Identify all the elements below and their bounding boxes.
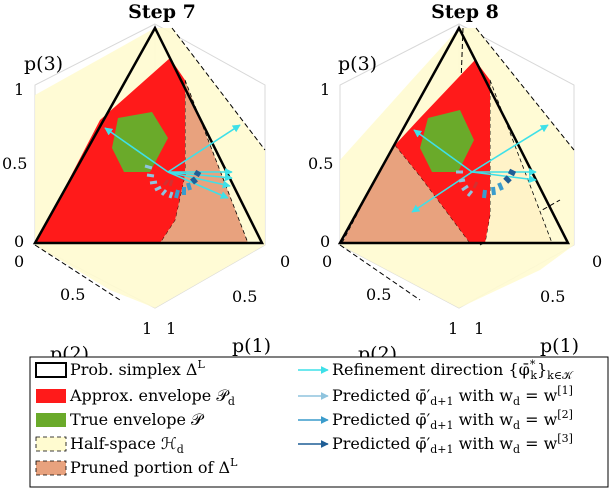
predicted-arrow <box>497 182 504 191</box>
refinement-arrow <box>167 124 241 173</box>
tick-p2: 0 <box>322 252 332 271</box>
tick-p1: 0.5 <box>232 287 257 306</box>
predicted-arrow <box>154 185 162 192</box>
tick-p1: 1 <box>474 319 484 338</box>
legend-item-pred3: Predicted φ̄′d+1 with wd = w[3] <box>332 432 573 456</box>
half-space-boundary <box>479 199 561 246</box>
predicted-arrow <box>458 178 466 183</box>
predicted-arrow <box>144 164 153 170</box>
tick-p3: 1 <box>14 80 24 99</box>
predicted-w2 <box>174 182 192 199</box>
refinement-arrow <box>413 129 473 173</box>
true-envelope <box>420 110 474 172</box>
predicted-arrow <box>482 189 487 199</box>
predicted-arrow <box>149 180 158 185</box>
tick-p1: 0.5 <box>540 287 565 306</box>
axis-label-p3: p(3) <box>338 53 377 75</box>
tick-p2: 1 <box>448 319 458 338</box>
predicted-arrow <box>466 190 474 197</box>
predicted-w3 <box>190 169 202 185</box>
tick-p2: 0 <box>14 252 24 271</box>
predicted-arrow <box>503 175 512 184</box>
refinement-arrow <box>471 124 549 173</box>
refinement-arrow <box>411 171 473 213</box>
prob-simplex <box>337 25 571 245</box>
refinement-arrow <box>167 171 229 199</box>
predicted-arrow <box>160 189 168 196</box>
panel-title: Step 7 <box>128 1 196 23</box>
axis-label-p3: p(3) <box>24 53 63 75</box>
legend: Prob. simplex ΔL Approx. envelope 𝒫d Tru… <box>29 356 609 488</box>
approx-envelope <box>36 58 185 243</box>
predicted-red <box>472 181 479 189</box>
half-space-boundary <box>34 244 121 301</box>
prob-simplex <box>32 25 265 245</box>
predicted-arrow <box>162 179 170 186</box>
legend-swatch-approx <box>36 389 66 403</box>
predicted-arrow <box>174 189 180 199</box>
refinement-arrow <box>471 171 537 184</box>
legend-box <box>29 356 609 488</box>
predicted-arrow <box>461 184 469 192</box>
legend-item-simplex: Prob. simplex ΔL <box>70 358 205 379</box>
legend-swatch-halfspace <box>35 436 67 452</box>
tick-p3: 0 <box>320 232 330 251</box>
predicted-arrow <box>190 176 198 185</box>
legend-item-halfspace: Half-space ℋd <box>70 434 184 456</box>
panel-step7: Step 7 p(3) p(2) p(1) 0 0.5 1 0 0.5 1 1 … <box>2 1 290 365</box>
true-envelope <box>112 112 168 172</box>
tick-p1: 0 <box>592 252 602 271</box>
legend-item-approx: Approx. envelope 𝒫d <box>69 386 235 408</box>
panel-step8: Step 8 p(3) p(2) p(1) 0 0.5 1 0 0.5 1 1 … <box>308 1 602 365</box>
refinement-arrow <box>104 127 169 173</box>
half-space-boundary <box>475 27 575 151</box>
tick-p3: 0.5 <box>308 154 333 173</box>
predicted-red <box>162 179 174 187</box>
panel-title: Step 8 <box>431 1 499 23</box>
refinement-arrow <box>167 171 231 189</box>
tick-p1: 0 <box>280 252 290 271</box>
predicted-arrow <box>472 181 479 189</box>
tick-p1: 1 <box>166 319 176 338</box>
axis-label-p1: p(1) <box>232 335 271 357</box>
predicted-arrow <box>193 169 202 178</box>
legend-item-pruned: Pruned portion of ΔL <box>70 456 238 477</box>
half-space-boundary <box>171 27 266 151</box>
legend-item-pred1: Predicted φ̄′d+1 with wd = w[1] <box>332 384 573 408</box>
predicted-arrow <box>168 191 174 199</box>
legend-swatch-simplex <box>35 362 67 378</box>
legend-item-refine: Refinement direction {φ̄* k}k∈𝒦 <box>332 358 574 382</box>
axis-label-p1: p(1) <box>540 335 579 357</box>
predicted-arrow <box>186 182 192 191</box>
tick-p2: 1 <box>142 319 152 338</box>
tick-p3: 1 <box>320 80 330 99</box>
legend-item-pred2: Predicted φ̄′d+1 with wd = w[2] <box>332 408 573 432</box>
predicted-w2 <box>482 182 504 199</box>
legend-swatch-pruned <box>35 460 67 476</box>
tick-p3: 0 <box>14 232 24 251</box>
tick-p2: 0.5 <box>366 285 391 304</box>
legend-swatch-true <box>36 413 66 427</box>
predicted-w1 <box>456 170 474 197</box>
predicted-arrow <box>507 168 517 177</box>
legend-item-true: True envelope 𝒫 <box>70 410 205 429</box>
tick-p2: 0.5 <box>60 285 85 304</box>
predicted-w1 <box>144 164 174 199</box>
predicted-arrow <box>168 179 174 187</box>
predicted-arrow <box>491 186 496 196</box>
refinement-arrows <box>411 124 549 213</box>
predicted-arrow <box>146 173 155 178</box>
tick-p3: 0.5 <box>2 154 27 173</box>
half-space-boundary <box>339 244 421 301</box>
predicted-w3 <box>503 168 517 184</box>
